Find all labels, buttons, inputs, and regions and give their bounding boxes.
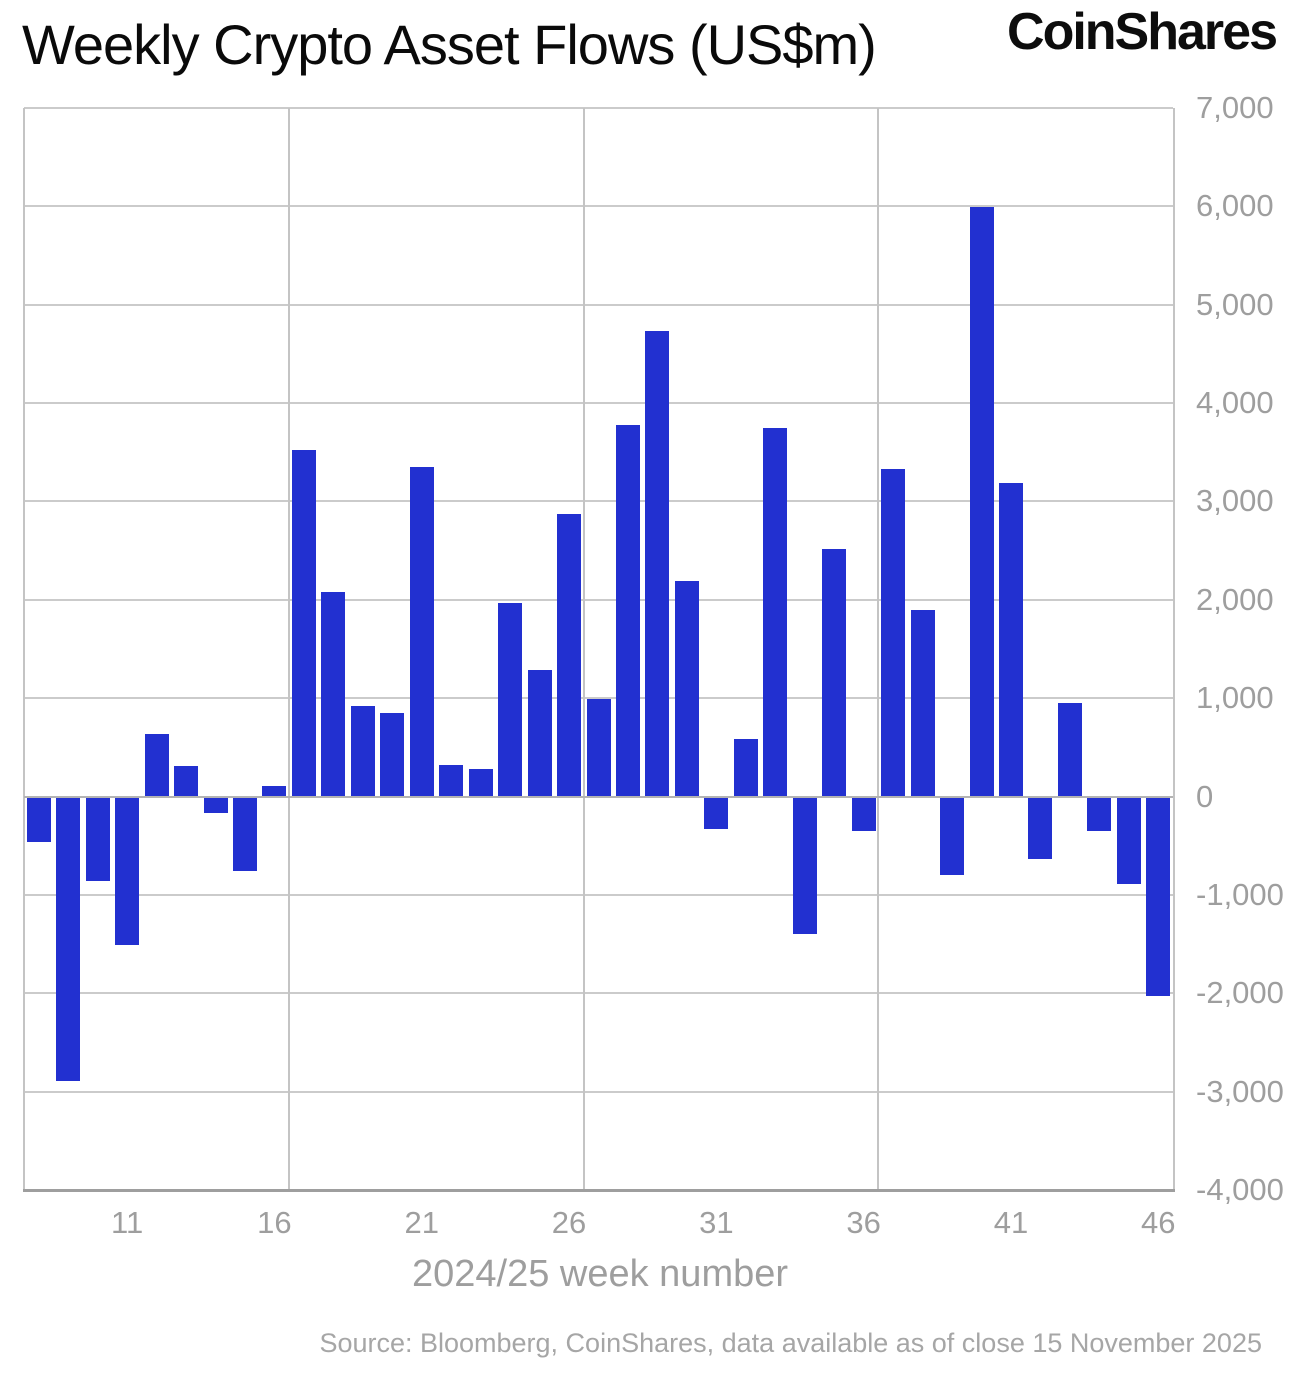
bar-week-18 bbox=[321, 591, 346, 796]
y-tick-label--2000: -2,000 bbox=[1196, 975, 1284, 1011]
bar-week-39 bbox=[940, 797, 965, 876]
y-tick-label-4000: 4,000 bbox=[1196, 385, 1274, 421]
y-gridline-3000 bbox=[24, 500, 1173, 503]
bar-week-20 bbox=[380, 712, 405, 796]
x-gridline-16.5 bbox=[288, 108, 291, 1190]
bar-week-19 bbox=[350, 706, 375, 796]
bar-week-37 bbox=[881, 468, 906, 796]
y-tick-label-0: 0 bbox=[1196, 778, 1214, 814]
bar-week-27 bbox=[586, 699, 611, 796]
chart-title: Weekly Crypto Asset Flows (US$m) bbox=[22, 13, 877, 76]
bar-week-46 bbox=[1146, 797, 1171, 997]
y-tick-label-1000: 1,000 bbox=[1196, 680, 1274, 716]
x-gridline-26.5 bbox=[582, 108, 585, 1190]
y-gridline-5000 bbox=[24, 303, 1173, 306]
x-axis-line bbox=[23, 1189, 1175, 1192]
x-tick-label-41: 41 bbox=[993, 1205, 1029, 1240]
y-tick-label--3000: -3,000 bbox=[1196, 1073, 1284, 1109]
bar-week-31 bbox=[704, 797, 729, 829]
y-gridline-1000 bbox=[24, 697, 1173, 700]
source-note: Source: Bloomberg, CoinShares, data avai… bbox=[319, 1328, 1262, 1358]
bar-week-12 bbox=[144, 733, 169, 796]
bar-week-45 bbox=[1116, 797, 1141, 885]
y-tick-label--1000: -1,000 bbox=[1196, 876, 1284, 912]
bar-week-40 bbox=[969, 207, 994, 796]
bar-week-16 bbox=[262, 785, 287, 796]
y-tick-label-5000: 5,000 bbox=[1196, 286, 1274, 322]
y-tick-label-6000: 6,000 bbox=[1196, 188, 1274, 224]
coinshares-logo: CoinShares bbox=[1007, 3, 1278, 61]
bar-week-28 bbox=[615, 424, 640, 796]
bar-week-34 bbox=[792, 797, 817, 935]
x-axis-title: 2024/25 week number bbox=[411, 1253, 789, 1295]
x-gridline-36.5 bbox=[877, 108, 880, 1190]
bar-week-32 bbox=[733, 739, 758, 796]
bar-week-10 bbox=[85, 797, 110, 882]
bar-week-13 bbox=[174, 766, 199, 796]
plot-left-border bbox=[23, 108, 25, 1190]
y-gridline--1000 bbox=[24, 893, 1173, 896]
bar-week-11 bbox=[115, 797, 140, 946]
x-tick-label-21: 21 bbox=[404, 1205, 439, 1240]
bar-week-41 bbox=[998, 482, 1023, 796]
x-tick-label-16: 16 bbox=[257, 1205, 292, 1240]
y-gridline-7000 bbox=[24, 107, 1173, 109]
y-gridline-2000 bbox=[24, 598, 1173, 601]
x-tick-label-11: 11 bbox=[111, 1205, 144, 1240]
bar-week-23 bbox=[468, 769, 493, 796]
y-tick-label-7000: 7,000 bbox=[1196, 90, 1274, 125]
bar-week-29 bbox=[645, 331, 670, 796]
bar-week-24 bbox=[498, 602, 523, 796]
bar-week-17 bbox=[291, 450, 316, 796]
bar-week-15 bbox=[232, 797, 257, 872]
x-tick-label-26: 26 bbox=[551, 1205, 587, 1240]
bar-week-44 bbox=[1087, 797, 1112, 831]
y-gridline-4000 bbox=[24, 402, 1173, 405]
bar-week-26 bbox=[557, 514, 582, 796]
y-tick-label--4000: -4,000 bbox=[1196, 1172, 1284, 1207]
bar-week-30 bbox=[674, 581, 699, 796]
y-gridline-6000 bbox=[24, 205, 1173, 208]
bar-week-14 bbox=[203, 797, 228, 814]
plot-right-border bbox=[1173, 108, 1175, 1190]
y-gridline--3000 bbox=[24, 1090, 1173, 1093]
bar-week-9 bbox=[56, 797, 81, 1081]
bar-week-38 bbox=[910, 609, 935, 796]
y-tick-label-2000: 2,000 bbox=[1196, 581, 1274, 617]
bar-week-25 bbox=[527, 669, 552, 796]
bar-week-33 bbox=[763, 427, 788, 796]
bar-week-22 bbox=[439, 765, 464, 796]
bar-week-21 bbox=[409, 467, 434, 796]
bar-week-42 bbox=[1028, 797, 1053, 859]
x-tick-label-31: 31 bbox=[699, 1205, 734, 1240]
zero-gridline bbox=[24, 795, 1173, 798]
y-tick-label-3000: 3,000 bbox=[1196, 483, 1274, 519]
bar-week-43 bbox=[1057, 703, 1082, 796]
bar-week-8 bbox=[26, 797, 51, 842]
x-tick-label-36: 36 bbox=[846, 1205, 881, 1240]
x-tick-label-46: 46 bbox=[1141, 1205, 1176, 1240]
bar-week-36 bbox=[851, 797, 876, 831]
bar-week-35 bbox=[822, 548, 847, 796]
y-gridline--2000 bbox=[24, 992, 1173, 995]
